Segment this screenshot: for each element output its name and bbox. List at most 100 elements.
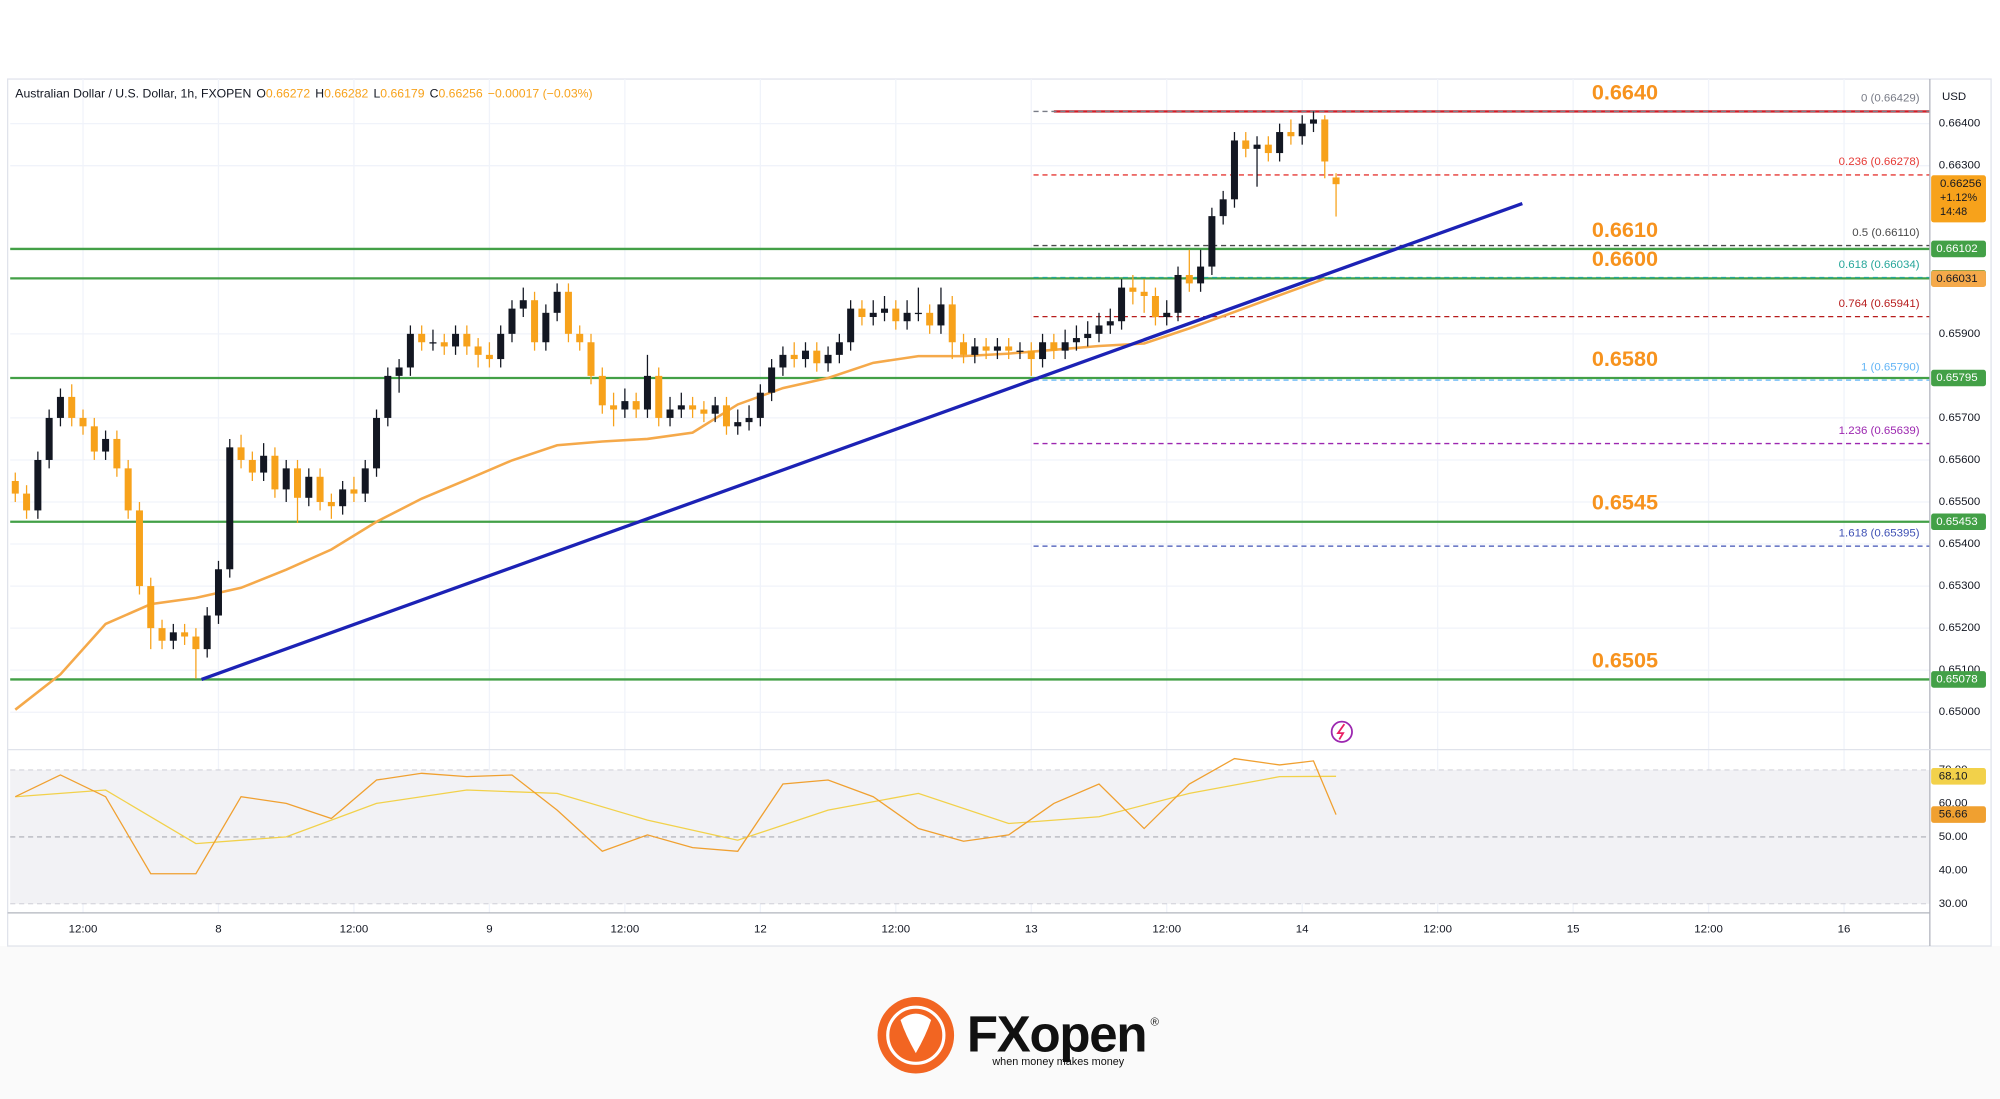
x-tick-label: 12:00 — [1423, 923, 1452, 935]
candle-body — [666, 409, 674, 418]
candle-body — [1027, 350, 1035, 360]
rsi-tick-label: 40.00 — [1939, 864, 1968, 876]
candle-body — [135, 510, 143, 587]
candle-body — [90, 426, 98, 452]
candle-body — [429, 342, 437, 344]
candle-body — [147, 586, 155, 629]
currency-label: USD — [1942, 91, 1966, 103]
candle-body — [327, 502, 335, 507]
candle-body — [226, 447, 234, 570]
candle-body — [892, 308, 900, 322]
fib-label: 0.5 (0.66110) — [1852, 227, 1920, 239]
y-tick-label: 0.65500 — [1939, 496, 1980, 508]
fib-label: 1.618 (0.65395) — [1839, 527, 1920, 539]
alert-bolt — [1336, 723, 1346, 740]
x-tick-label: 15 — [1567, 923, 1580, 935]
candle-body — [373, 417, 381, 469]
candle-body — [1005, 346, 1013, 351]
candle-body — [339, 489, 347, 507]
level-label: 0.6640 — [1592, 79, 1658, 104]
candle-body — [56, 396, 64, 418]
candle-body — [1039, 342, 1047, 360]
logo-ring — [886, 1005, 946, 1065]
level-tag-label: 0.65795 — [1936, 372, 1977, 384]
candle-body — [700, 409, 708, 414]
candle-body — [598, 375, 606, 406]
candle-body — [553, 291, 561, 313]
x-tick-label: 12:00 — [340, 923, 369, 935]
candle-body — [756, 392, 764, 418]
candle-body — [248, 459, 256, 473]
candle-body — [102, 438, 110, 452]
last-price-countdown: 14:48 — [1940, 206, 1967, 218]
candle-body — [406, 333, 414, 368]
candle-body — [734, 422, 742, 427]
ohlc-value: 0.66282 — [324, 87, 368, 101]
level-tag — [1931, 671, 1986, 688]
y-tick-label: 0.66400 — [1939, 118, 1980, 130]
rsi-tag-label: 56.66 — [1939, 809, 1968, 821]
rsi-signal — [15, 775, 1337, 845]
level-tag-label: 0.65078 — [1936, 673, 1977, 685]
x-tick-label: 13 — [1025, 923, 1038, 935]
logo-brand: FXopen — [967, 1005, 1146, 1062]
level-label: 0.6600 — [1592, 246, 1658, 271]
candle-body — [485, 354, 493, 360]
candle-body — [294, 468, 302, 498]
symbol: Australian Dollar / U.S. Dollar, 1h, FXO… — [15, 87, 251, 101]
candle-body — [1106, 321, 1114, 326]
rsi-tick-label: 50.00 — [1939, 831, 1968, 843]
candle-body — [203, 615, 211, 650]
candle-body — [768, 367, 776, 393]
level-label: 0.6580 — [1592, 346, 1658, 371]
price-pane: 0.6640 0.6610 0.6600 0.6580 0.6545 0.6505 0 (0… — [10, 79, 1930, 711]
change: −0.00017 (−0.03%) — [488, 87, 593, 101]
ohlc-key: H — [315, 87, 324, 101]
ohlc-value: 0.66256 — [438, 87, 482, 101]
candle-body — [1072, 338, 1080, 343]
candle-body — [824, 354, 832, 364]
candle-body — [192, 636, 200, 650]
candle-body — [418, 333, 426, 343]
candle-body — [621, 401, 629, 410]
y-tick-label: 0.65700 — [1939, 412, 1980, 424]
fib-label: 0.236 (0.66278) — [1839, 156, 1920, 168]
x-tick-label: 8 — [215, 923, 221, 935]
candle-body — [181, 632, 189, 637]
candle-body — [474, 346, 482, 355]
candle-body — [1276, 132, 1284, 154]
fib-label: 0 (0.66429) — [1861, 93, 1920, 105]
candle-body — [508, 308, 516, 334]
candle-body — [282, 468, 290, 490]
candle-body — [1264, 144, 1272, 154]
candle-body — [655, 375, 663, 418]
rsi-pane — [10, 757, 1930, 905]
candle-body — [452, 333, 460, 347]
level-tag — [1931, 513, 1986, 531]
level-label: 0.6545 — [1592, 490, 1658, 515]
rsi-tick-label: 60.00 — [1939, 797, 1968, 809]
candle-body — [1185, 274, 1193, 284]
candle-body — [169, 632, 177, 641]
rsi-tick-label: 30.00 — [1939, 898, 1968, 910]
candle-body — [1163, 312, 1171, 318]
candle-body — [847, 308, 855, 343]
candle-body — [1332, 177, 1340, 185]
candle-body — [305, 476, 313, 498]
candle-body — [813, 350, 821, 364]
x-tick-label: 12:00 — [611, 923, 640, 935]
candle-body — [497, 333, 505, 360]
candle-body — [971, 346, 979, 355]
candle-body — [1298, 123, 1306, 137]
candle-body — [1253, 144, 1261, 149]
candle-body — [124, 468, 132, 511]
fib-label: 1 (0.65790) — [1861, 361, 1920, 373]
candle-body — [11, 480, 19, 494]
candle-body — [689, 405, 697, 410]
candle-body — [982, 346, 990, 351]
candle-body — [779, 354, 787, 368]
candle-body — [711, 405, 719, 414]
candle-body — [1208, 216, 1216, 267]
logo-bull — [900, 1013, 932, 1054]
